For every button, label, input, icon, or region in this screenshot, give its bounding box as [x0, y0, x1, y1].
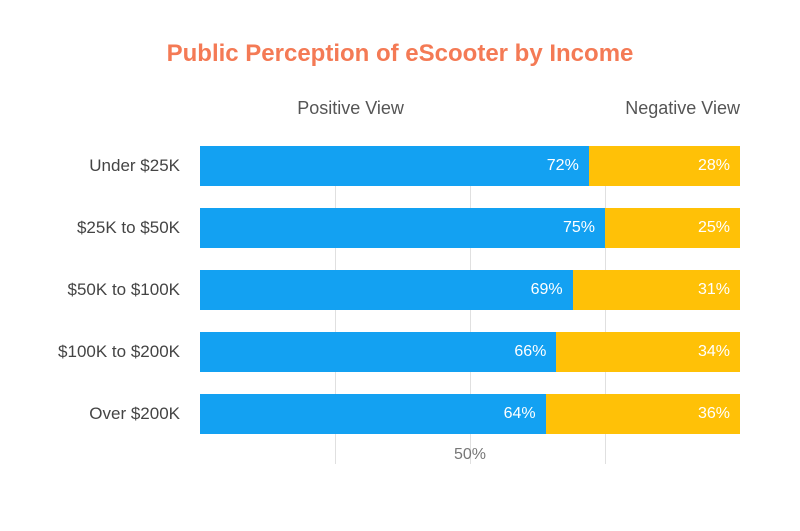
x-tick-label: 50%: [454, 446, 486, 464]
segment-negative: 31%: [573, 270, 740, 310]
bar-track: 75% 25%: [200, 208, 740, 248]
segment-positive: 75%: [200, 208, 605, 248]
segment-value: 25%: [698, 219, 730, 237]
segment-negative: 34%: [556, 332, 740, 372]
segment-positive: 72%: [200, 146, 589, 186]
col-header-negative: Negative View: [625, 98, 740, 119]
bar-row: $50K to $100K 69% 31%: [200, 270, 740, 310]
segment-value: 75%: [563, 219, 595, 237]
segment-value: 64%: [504, 405, 536, 423]
segment-value: 69%: [531, 281, 563, 299]
bar-row: Over $200K 64% 36%: [200, 394, 740, 434]
row-label: Under $25K: [50, 146, 190, 186]
row-label: $100K to $200K: [50, 332, 190, 372]
chart-container: Public Perception of eScooter by Income …: [0, 0, 800, 531]
column-headers: Positive View Negative View: [200, 98, 740, 128]
segment-positive: 64%: [200, 394, 546, 434]
plot-area: Positive View Negative View Under $25K 7…: [200, 98, 740, 434]
bar-track: 66% 34%: [200, 332, 740, 372]
bar-row: Under $25K 72% 28%: [200, 146, 740, 186]
segment-negative: 25%: [605, 208, 740, 248]
segment-positive: 66%: [200, 332, 556, 372]
segment-negative: 28%: [589, 146, 740, 186]
segment-value: 36%: [698, 405, 730, 423]
bar-track: 64% 36%: [200, 394, 740, 434]
segment-negative: 36%: [546, 394, 740, 434]
row-label: $50K to $100K: [50, 270, 190, 310]
bar-row: $100K to $200K 66% 34%: [200, 332, 740, 372]
segment-value: 31%: [698, 281, 730, 299]
col-header-positive: Positive View: [297, 98, 404, 119]
segment-positive: 69%: [200, 270, 573, 310]
chart-title: Public Perception of eScooter by Income: [50, 40, 750, 68]
row-label: Over $200K: [50, 394, 190, 434]
segment-value: 34%: [698, 343, 730, 361]
row-label: $25K to $50K: [50, 208, 190, 248]
bar-track: 72% 28%: [200, 146, 740, 186]
segment-value: 28%: [698, 157, 730, 175]
segment-value: 72%: [547, 157, 579, 175]
bar-track: 69% 31%: [200, 270, 740, 310]
bar-rows: Under $25K 72% 28% $25K to $50K 75% 25% …: [200, 146, 740, 434]
bar-row: $25K to $50K 75% 25%: [200, 208, 740, 248]
segment-value: 66%: [514, 343, 546, 361]
